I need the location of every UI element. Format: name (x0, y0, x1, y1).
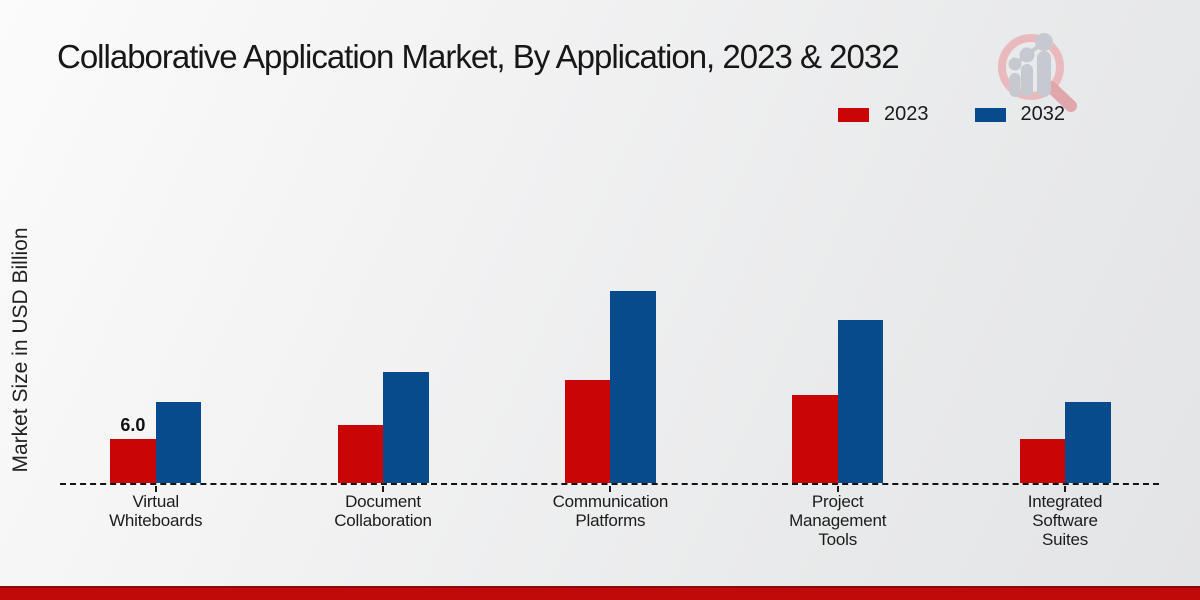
bar-2023-virtual-whiteboards (110, 439, 156, 483)
x-axis-tick-integrated-software-suites (1064, 486, 1067, 492)
logo-handle (1045, 81, 1077, 112)
legend: 2023 2032 (838, 103, 1065, 126)
x-axis-tick-virtual-whiteboards (154, 486, 157, 492)
x-axis-tick-communication-platforms (609, 486, 612, 492)
category-label-project-management-tools: Project Management Tools (789, 492, 887, 549)
bar-2023-document-collaboration (337, 425, 384, 483)
data-label-2023-virtual-whiteboards: 6.0 (120, 415, 146, 436)
legend-swatch-2032 (974, 107, 1006, 122)
bar-2032-integrated-software-suites (1065, 401, 1111, 483)
legend-swatch-2023 (838, 107, 869, 122)
logo-dot-large (1035, 33, 1053, 51)
logo-bar-small (1009, 73, 1021, 97)
footer-accent-bar (0, 586, 1200, 600)
legend-item-2032: 2032 (974, 103, 1066, 126)
legend-label-2023: 2023 (884, 103, 929, 125)
bar-2023-integrated-software-suites (1019, 439, 1066, 483)
bar-2032-communication-platforms (610, 290, 656, 483)
bar-2032-virtual-whiteboards (155, 401, 202, 483)
logo-dot-small (1008, 57, 1022, 71)
logo-bar-large (1037, 51, 1051, 97)
magnifier-growth-chart-logo-icon (998, 33, 1077, 112)
legend-label-2032: 2032 (1020, 103, 1066, 125)
category-label-document-collaboration: Document Collaboration (334, 492, 432, 530)
x-axis-baseline (60, 483, 1159, 485)
chart-title: Collaborative Application Market, By App… (57, 38, 900, 75)
bar-2032-project-management-tools (837, 320, 884, 483)
logo-dot-medium (1019, 47, 1035, 63)
legend-item-2023: 2023 (838, 103, 929, 126)
bar-2023-communication-platforms (564, 380, 611, 483)
category-label-virtual-whiteboards: Virtual Whiteboards (109, 492, 203, 530)
x-axis-tick-project-management-tools (836, 486, 839, 492)
bar-2023-project-management-tools (792, 395, 838, 483)
category-label-integrated-software-suites: Integrated Software Suites (1027, 492, 1103, 549)
logo-ring (998, 34, 1064, 100)
bar-2032-document-collaboration (383, 372, 429, 483)
x-axis-tick-document-collaboration (382, 486, 385, 492)
category-label-communication-platforms: Communication Platforms (552, 492, 669, 530)
logo-bar-medium (1021, 64, 1033, 97)
